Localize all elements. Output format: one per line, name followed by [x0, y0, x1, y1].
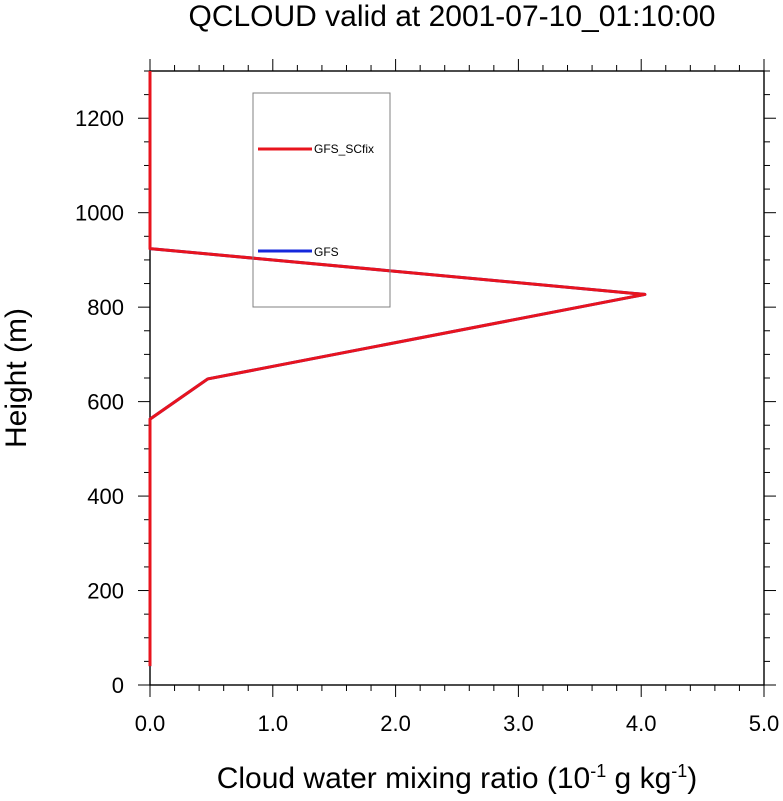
y-tick-label: 800	[87, 295, 124, 320]
x-tick-label: 1.0	[258, 711, 289, 736]
x-tick-label: 4.0	[626, 711, 657, 736]
x-tick-label: 0.0	[135, 711, 166, 736]
axis-tick-labels: 0.0 1.0 2.0 3.0 4.0 5.0 0 200 400 600 800 1000 1200	[75, 106, 779, 736]
legend-label-gfs: GFS	[314, 245, 339, 259]
chart-title: QCLOUD valid at 2001-07-10_01:10:00	[189, 0, 716, 33]
series-lines	[148, 71, 647, 667]
y-tick-label: 1200	[75, 106, 124, 131]
legend: GFS_SCfix GFS	[252, 92, 391, 308]
legend-label-gfs-scfix: GFS_SCfix	[314, 142, 374, 156]
axis-ticks	[138, 59, 776, 697]
y-axis-title: Height (m)	[0, 308, 33, 448]
x-tick-label: 2.0	[380, 711, 411, 736]
y-tick-label: 400	[87, 484, 124, 509]
series-line-gfs	[148, 71, 647, 667]
x-tick-label: 5.0	[749, 711, 780, 736]
series-line-gfs-scfix	[148, 71, 647, 667]
y-tick-label: 600	[87, 390, 124, 415]
y-tick-label: 1000	[75, 201, 124, 226]
legend-box	[252, 92, 391, 308]
x-tick-label: 3.0	[503, 711, 534, 736]
plot-frame	[149, 70, 765, 686]
x-axis-title: Cloud water mixing ratio (10-1 g kg-1)	[217, 761, 698, 795]
y-tick-label: 200	[87, 579, 124, 604]
y-tick-label: 0	[112, 673, 124, 698]
